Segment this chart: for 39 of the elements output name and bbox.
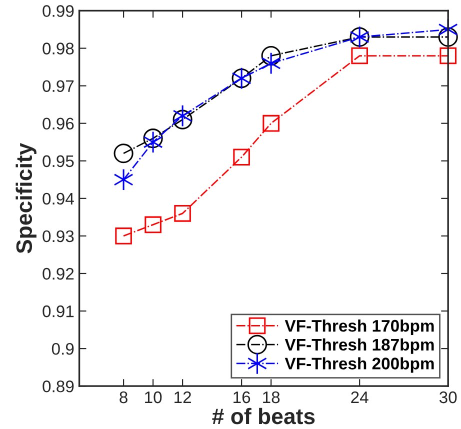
point (262, 114, 280, 132)
x-tick-label: 16 (234, 391, 250, 404)
y-tick-label: 0.9 (52, 342, 74, 355)
point (143, 130, 163, 154)
y-axis-title: Specificity (16, 142, 36, 254)
y-tick-label: 0.96 (42, 118, 74, 130)
x-axis-title: # of beats (212, 408, 315, 424)
y-tick-label: 0.93 (42, 230, 74, 242)
legend-label: VF-Thresh 170bpm (284, 319, 434, 336)
x-tick-label: 18 (263, 391, 280, 404)
y-tick-label: 0.98 (42, 42, 74, 54)
point (174, 205, 191, 222)
point (114, 168, 134, 191)
point (440, 47, 456, 64)
legend-label: VF-Thresh 187bpm (284, 338, 434, 354)
x-tick-label: 24 (351, 391, 368, 404)
point (233, 148, 250, 166)
y-tick-label: 0.95 (42, 155, 74, 168)
point (438, 27, 458, 47)
y-tick-label: 0.91 (42, 305, 74, 318)
point (115, 228, 132, 244)
point (172, 104, 192, 128)
y-tick-label: 0.89 (42, 380, 74, 392)
point (144, 216, 162, 234)
x-tick-label: 8 (120, 391, 128, 404)
point (114, 144, 134, 164)
y-tick-label: 0.99 (42, 5, 74, 17)
x-tick-label: 30 (439, 391, 457, 404)
point (261, 52, 281, 74)
x-tick-label: 10 (145, 391, 162, 404)
point (172, 110, 192, 130)
point (143, 128, 163, 148)
y-tick-label: 0.92 (42, 268, 74, 280)
y-tick-label: 0.97 (42, 80, 74, 92)
point (261, 46, 281, 66)
x-tick-label: 12 (174, 391, 191, 404)
y-tick-label: 0.94 (42, 192, 74, 205)
point (351, 47, 368, 64)
legend-label: VF-Thresh 200bpm (284, 357, 434, 373)
